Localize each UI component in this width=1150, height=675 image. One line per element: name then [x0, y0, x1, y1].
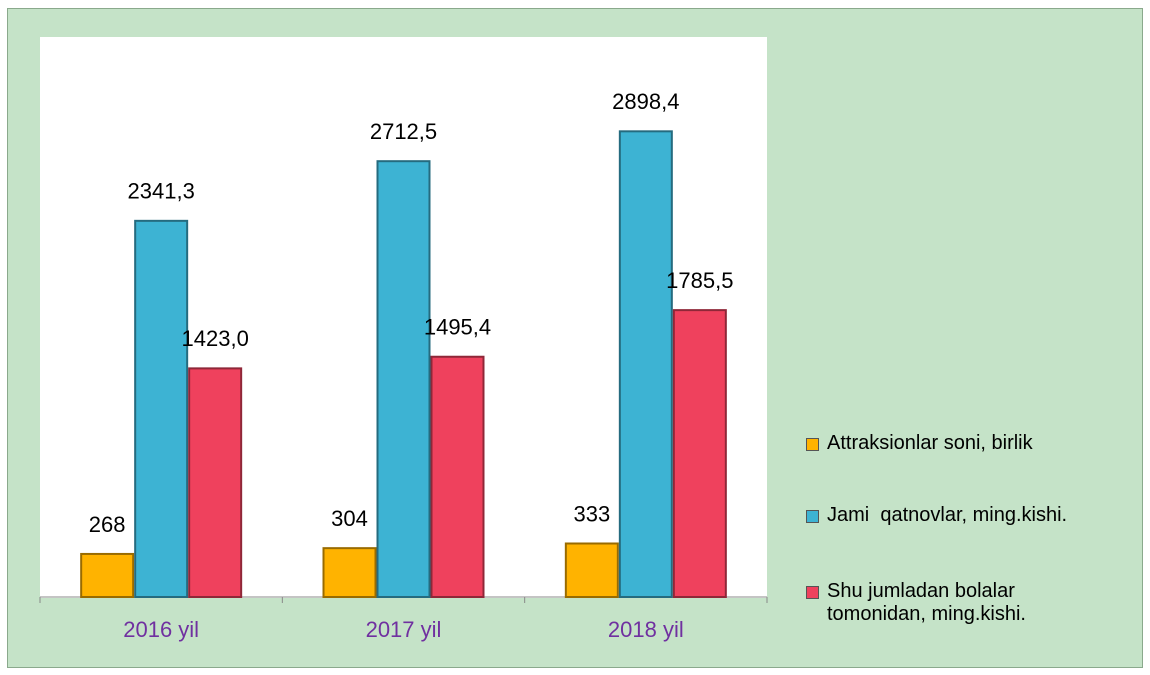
bar	[618, 130, 673, 598]
bar	[322, 547, 377, 599]
legend-item: Jami qatnovlar, ming.kishi.	[806, 504, 1147, 527]
legend-item: Attraksionlar soni, birlik	[806, 432, 1147, 455]
bar	[188, 367, 243, 598]
legend-swatch	[806, 438, 819, 451]
legend-item: Shu jumladan bolalar tomonidan, ming.kis…	[806, 580, 1107, 626]
data-label: 2898,4	[612, 89, 679, 114]
data-label: 1785,5	[666, 268, 733, 293]
bar	[564, 542, 619, 598]
data-label: 1495,4	[424, 315, 491, 340]
legend-label: Jami qatnovlar, ming.kishi.	[827, 504, 1068, 526]
legend-swatch	[806, 510, 819, 523]
data-label: 2341,3	[128, 179, 195, 204]
data-label: 2712,5	[370, 119, 437, 144]
bar	[134, 219, 189, 598]
legend-label: Shu jumladan bolalar tomonidan, ming.kis…	[827, 580, 1026, 625]
legend-label: Attraksionlar soni, birlik	[827, 432, 1033, 454]
bar	[80, 552, 135, 599]
bar	[376, 160, 431, 598]
x-tick-label: 2017 yil	[366, 617, 442, 642]
data-label: 1423,0	[182, 326, 249, 351]
data-label: 268	[89, 512, 126, 537]
bar	[430, 355, 485, 599]
x-tick-label: 2016 yil	[123, 617, 199, 642]
data-label: 304	[331, 506, 368, 531]
legend-swatch	[806, 586, 819, 599]
x-tick-label: 2018 yil	[608, 617, 684, 642]
data-label: 333	[573, 501, 610, 526]
bar	[672, 309, 727, 598]
